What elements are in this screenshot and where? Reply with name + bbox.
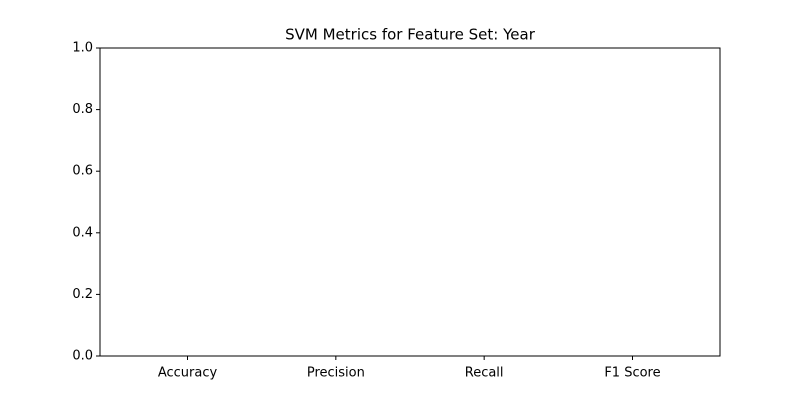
- plot-frame: [99, 47, 721, 357]
- y-tick-label: 0.2: [72, 287, 93, 302]
- chart-title: SVM Metrics for Feature Set: Year: [285, 26, 536, 44]
- x-tick-label: F1 Score: [604, 366, 660, 381]
- x-tick-label: Accuracy: [158, 366, 218, 381]
- y-tick-label: 0.4: [72, 225, 93, 240]
- y-tick-label: 0.0: [72, 349, 93, 364]
- y-tick-label: 0.6: [72, 164, 93, 179]
- y-tick-label: 0.8: [72, 102, 93, 117]
- x-tick-label: Recall: [465, 366, 504, 381]
- x-tick-label: Precision: [307, 366, 365, 381]
- y-tick-label: 1.0: [72, 41, 93, 56]
